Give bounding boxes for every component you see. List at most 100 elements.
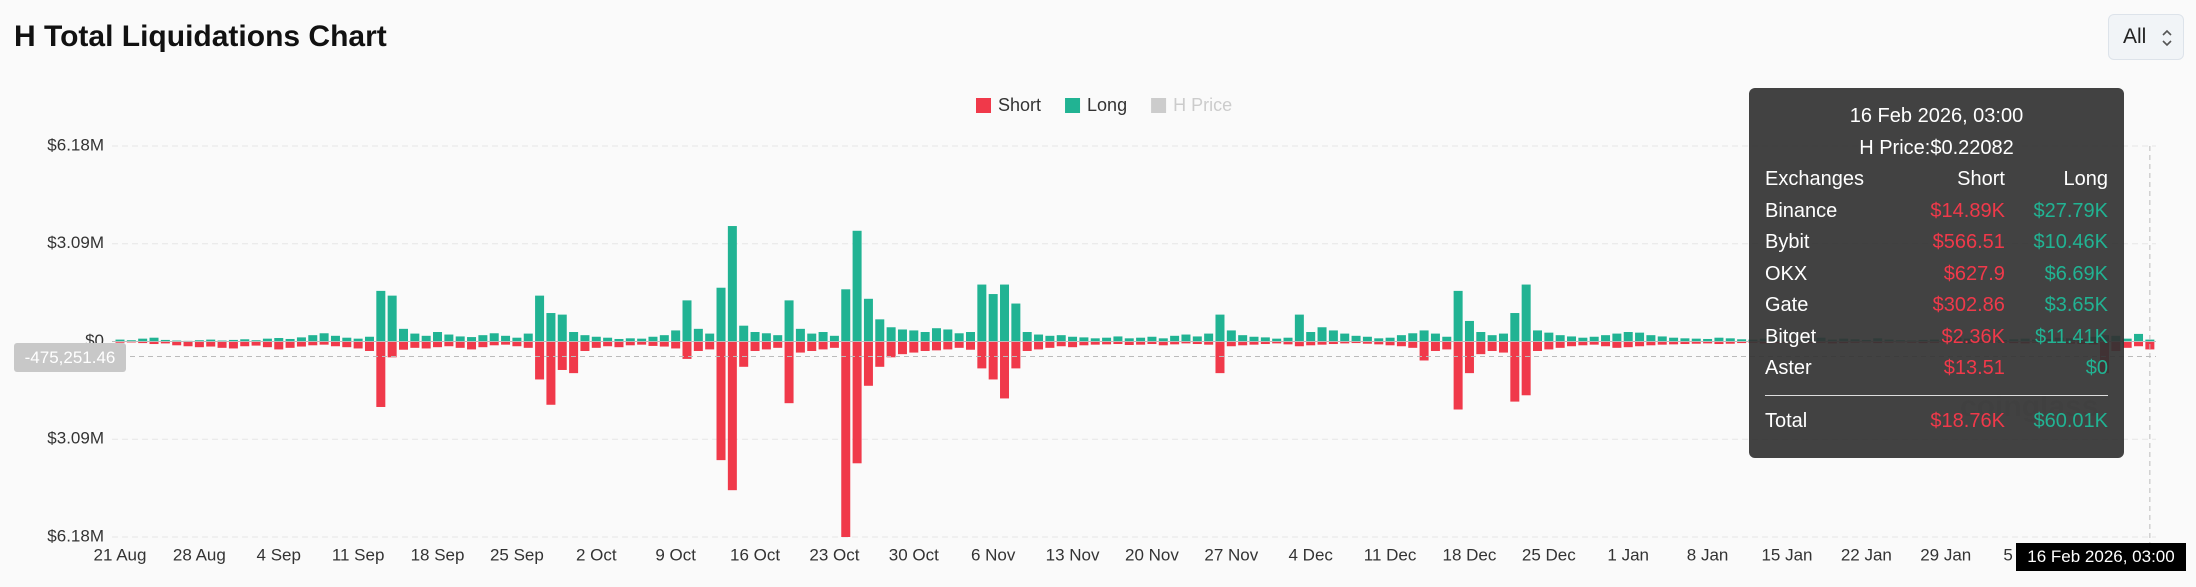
x-tick-label: 8 Jan	[1687, 545, 1729, 564]
bar	[1442, 336, 1452, 342]
bar	[1022, 341, 1032, 351]
bar	[1419, 341, 1429, 361]
bar	[421, 341, 431, 349]
bar	[319, 333, 329, 342]
bar	[546, 313, 556, 342]
bar	[228, 339, 238, 342]
bar	[1249, 341, 1259, 345]
bar	[1476, 332, 1486, 342]
bar	[262, 341, 272, 348]
bar	[1453, 290, 1463, 342]
tooltip-cell: Short	[1957, 168, 2005, 191]
bar	[1328, 341, 1338, 345]
x-tick-label: 28 Aug	[173, 545, 226, 564]
bar	[1680, 341, 1690, 345]
bar	[342, 341, 352, 348]
bar	[1362, 341, 1372, 344]
bar	[716, 341, 726, 461]
tooltip-row: Bitget $2.36K $11.41K	[1765, 322, 2108, 354]
bar	[330, 335, 340, 342]
bar	[489, 341, 499, 346]
bar	[1328, 330, 1338, 342]
bar	[1000, 284, 1010, 342]
bar	[2134, 341, 2144, 347]
bar	[2122, 338, 2132, 342]
bar	[1113, 336, 1123, 342]
bar	[1601, 335, 1611, 342]
bar	[1430, 341, 1440, 351]
bar	[637, 338, 647, 342]
bar	[716, 287, 726, 342]
bar	[988, 341, 998, 380]
tooltip-cell: $3.65K	[2044, 294, 2108, 317]
bar	[1623, 332, 1633, 342]
bar	[739, 325, 749, 342]
bar	[1090, 341, 1100, 345]
range-dropdown[interactable]: All	[2108, 14, 2184, 60]
tooltip-cell: Binance	[1765, 199, 1838, 222]
tooltip-cell: $27.79K	[2033, 199, 2108, 222]
x-tick-label: 2 Oct	[576, 545, 617, 564]
bar	[1238, 335, 1248, 342]
bar	[1306, 341, 1316, 346]
bar	[1714, 337, 1724, 342]
x-tick-label: 22 Jan	[1841, 545, 1892, 564]
bar	[1612, 333, 1622, 342]
bar	[614, 338, 624, 342]
bar	[512, 341, 522, 347]
bar	[467, 337, 477, 342]
bar	[353, 338, 363, 342]
bar	[818, 341, 828, 350]
tooltip-cell: Bitget	[1765, 325, 1817, 348]
bar	[1578, 341, 1588, 346]
bar	[319, 341, 329, 345]
bar	[206, 339, 216, 342]
bar	[739, 341, 749, 367]
bar	[1385, 341, 1395, 346]
bar	[648, 336, 658, 342]
bar	[1498, 333, 1508, 342]
bar	[444, 341, 454, 347]
bar	[1124, 341, 1134, 345]
bar	[455, 336, 465, 342]
bar	[1362, 336, 1372, 342]
bar	[1136, 337, 1146, 342]
bar	[841, 341, 851, 537]
bar	[1260, 337, 1270, 342]
legend-swatch	[1065, 98, 1081, 113]
tooltip-cell: Total	[1765, 409, 1808, 432]
tooltip-separator	[1765, 384, 2108, 396]
bar	[852, 230, 862, 342]
bar	[115, 341, 125, 343]
bar	[1068, 341, 1078, 348]
bar	[1374, 338, 1384, 342]
bar	[1464, 320, 1474, 342]
tooltip-cell: $0	[2085, 357, 2108, 380]
bar	[1238, 341, 1248, 346]
bar	[376, 290, 386, 342]
bar	[1646, 335, 1656, 342]
bar	[399, 328, 408, 342]
bar	[1589, 341, 1599, 345]
bar	[285, 341, 295, 348]
tooltip-cell: Exchanges	[1765, 168, 1864, 191]
bar	[1396, 341, 1406, 347]
bar	[1102, 337, 1112, 342]
x-tick-label: 4 Dec	[1288, 545, 1333, 564]
bar	[671, 341, 681, 349]
bar	[1204, 341, 1214, 345]
bar	[682, 341, 692, 359]
bar	[330, 341, 340, 347]
bar	[523, 341, 533, 348]
y-tick-label: $3.09M	[47, 233, 104, 252]
bar	[931, 328, 941, 342]
bar	[1691, 338, 1701, 342]
bar	[285, 338, 295, 342]
bar	[1226, 330, 1236, 342]
bar	[387, 341, 397, 358]
bar	[637, 341, 647, 345]
bar	[1215, 314, 1225, 342]
x-tick-label: 13 Nov	[1046, 545, 1100, 564]
